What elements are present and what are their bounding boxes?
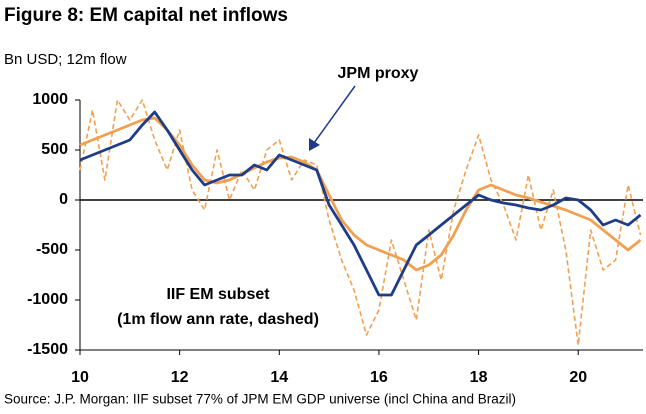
y-tick-label: -500 — [36, 241, 68, 258]
annotation: IIF EM subset — [166, 286, 270, 303]
x-tick-label: 16 — [370, 369, 388, 386]
series-line — [79, 110, 642, 297]
series-line — [79, 99, 642, 346]
y-tick-label: -1000 — [27, 291, 68, 308]
y-tick-label: 1000 — [32, 91, 68, 108]
x-tick-label: 10 — [71, 369, 89, 386]
x-tick-label: 12 — [171, 369, 189, 386]
x-tick-label: 20 — [569, 369, 587, 386]
arrow — [313, 85, 356, 144]
chart-subtitle: Bn USD; 12m flow — [4, 51, 127, 68]
arrow-head — [309, 138, 320, 151]
y-tick-label: 500 — [41, 141, 68, 158]
y-tick-label: -1500 — [27, 341, 68, 358]
x-tick-label: 18 — [470, 369, 488, 386]
x-tick-label: 14 — [270, 369, 288, 386]
series-line — [79, 116, 642, 272]
chart-title: Figure 8: EM capital net inflows — [4, 5, 288, 26]
y-tick-label: 0 — [59, 191, 68, 208]
annotation: JPM proxy — [338, 65, 419, 82]
source: Source: J.P. Morgan: IIF subset 77% of J… — [4, 392, 516, 407]
annotation: (1m flow ann rate, dashed) — [117, 311, 319, 328]
